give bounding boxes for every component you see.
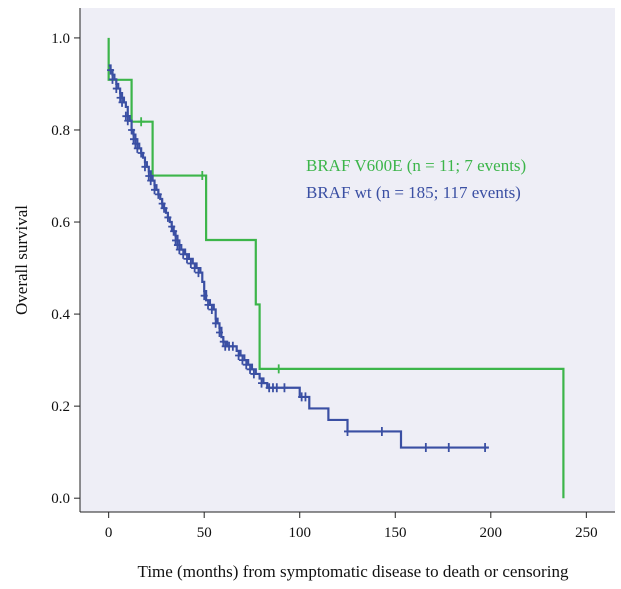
censor-mark — [275, 364, 283, 374]
censor-mark — [108, 74, 116, 84]
censor-mark — [208, 304, 216, 314]
censor-mark — [118, 97, 126, 107]
censor-mark — [445, 443, 453, 453]
x-tick-label: 0 — [105, 525, 113, 541]
y-axis-title: Overall survival — [12, 205, 31, 315]
censor-mark — [175, 245, 183, 255]
x-tick-label: 150 — [384, 525, 407, 541]
censor-mark — [235, 351, 243, 361]
x-tick-label: 200 — [480, 525, 503, 541]
y-tick-label: 0.8 — [51, 123, 70, 139]
y-tick-label: 0.2 — [51, 399, 70, 415]
censor-mark — [158, 199, 166, 209]
censor-mark — [124, 116, 132, 126]
censor-mark — [133, 143, 141, 153]
censor-mark — [137, 117, 145, 127]
censor-mark — [128, 125, 136, 135]
censor-mark — [107, 65, 115, 75]
censor-mark — [242, 360, 250, 370]
censor-mark — [378, 426, 386, 436]
x-axis-title: Time (months) from symptomatic disease t… — [138, 562, 569, 581]
censor-mark — [168, 222, 176, 232]
censor-mark — [219, 337, 227, 347]
censor-mark — [273, 383, 281, 393]
censor-mark — [170, 226, 178, 236]
censor-marks — [107, 65, 489, 453]
censor-mark — [131, 139, 139, 149]
legend: BRAF V600E (n = 11; 7 events) BRAF wt (n … — [306, 156, 526, 202]
censor-mark — [116, 93, 124, 103]
plot-background — [80, 8, 615, 512]
censor-mark — [238, 355, 246, 365]
series-line-0 — [107, 37, 565, 499]
censor-mark — [141, 162, 149, 172]
axes: 0.0 0.2 0.4 0.6 0.8 1.0 0 50 100 150 200 250 — [51, 8, 615, 541]
x-tick-label: 250 — [575, 525, 598, 541]
censor-mark — [198, 171, 206, 181]
y-tick-label: 0.0 — [51, 491, 70, 507]
censor-mark — [137, 148, 145, 158]
y-tick-label: 0.4 — [51, 307, 70, 323]
censor-mark — [481, 443, 489, 453]
y-tick-label: 1.0 — [51, 31, 70, 47]
censor-mark — [145, 171, 153, 181]
censor-mark — [194, 268, 202, 278]
x-tick-label: 100 — [288, 525, 311, 541]
censor-mark — [422, 443, 430, 453]
censor-mark — [112, 84, 120, 94]
censor-mark — [191, 263, 199, 273]
censor-mark — [164, 212, 172, 222]
censor-mark — [200, 291, 208, 301]
censor-mark — [187, 258, 195, 268]
censor-mark — [246, 364, 254, 374]
censor-mark — [301, 392, 309, 402]
censor-mark — [173, 240, 181, 250]
censor-mark — [250, 369, 258, 379]
censor-mark — [258, 378, 266, 388]
x-tick-label: 50 — [197, 525, 212, 541]
censor-mark — [280, 383, 288, 393]
legend-entry-1: BRAF wt (n = 185; 117 events) — [306, 183, 521, 202]
censor-mark — [122, 111, 130, 121]
censor-mark — [212, 318, 220, 328]
censor-mark — [147, 176, 155, 186]
censor-mark — [344, 426, 351, 436]
censor-mark — [151, 185, 159, 195]
censor-mark — [160, 203, 168, 213]
censor-mark — [229, 341, 237, 351]
censor-mark — [130, 134, 137, 144]
censor-mark — [154, 189, 162, 199]
censor-mark — [172, 235, 180, 245]
censor-mark — [183, 254, 191, 264]
censor-mark — [179, 249, 187, 259]
censor-mark — [204, 300, 212, 310]
legend-entry-0: BRAF V600E (n = 11; 7 events) — [306, 156, 526, 175]
censor-mark — [215, 327, 223, 337]
y-tick-label: 0.6 — [51, 215, 70, 231]
